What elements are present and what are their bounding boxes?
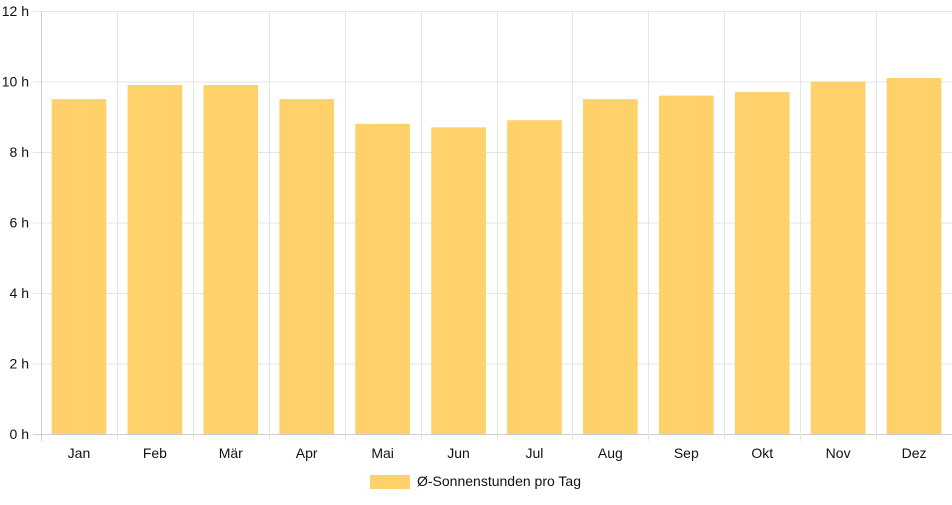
bar-mär [203, 85, 259, 435]
x-tick-label: Aug [598, 445, 623, 461]
legend-swatch [370, 475, 410, 489]
x-tick-label: Jul [526, 445, 544, 461]
bar-mai [355, 123, 410, 435]
bar-nov [810, 81, 866, 434]
bar-dez [886, 77, 942, 434]
y-tick-label: 2 h [10, 356, 29, 372]
bar-feb [127, 85, 183, 435]
y-tick-label: 10 h [2, 74, 29, 90]
bar-sep [658, 95, 714, 434]
bar-aug [583, 99, 638, 434]
x-tick-label: Jan [68, 445, 91, 461]
x-tick-label: Feb [143, 445, 167, 461]
x-tick-label: Mär [219, 445, 243, 461]
bar-jan [51, 99, 107, 434]
bar-jun [431, 127, 486, 434]
y-tick-label: 4 h [10, 285, 29, 301]
y-tick-label: 6 h [10, 215, 29, 231]
x-tick-label: Jun [447, 445, 470, 461]
legend-label: Ø-Sonnenstunden pro Tag [417, 473, 581, 489]
bar-apr [279, 99, 335, 434]
y-tick-label: 8 h [10, 144, 29, 160]
grid-layer [33, 11, 952, 441]
x-tick-label: Sep [674, 445, 699, 461]
y-tick-label: 0 h [10, 426, 29, 442]
bar-okt [734, 92, 790, 434]
bar-jul [507, 120, 562, 435]
x-tick-label: Dez [902, 445, 927, 461]
y-tick-label: 12 h [2, 3, 29, 19]
bar-layer [51, 77, 942, 435]
axis-layer: 0 h 2 h 4 h 6 h 8 h 10 h 12 h Jan Feb Mär Apr Mai Ju… [2, 3, 927, 461]
x-tick-label: Apr [296, 445, 318, 461]
x-tick-label: Nov [826, 445, 851, 461]
x-tick-label: Mai [371, 445, 394, 461]
legend: Ø-Sonnenstunden pro Tag [370, 473, 581, 489]
x-tick-label: Okt [751, 445, 773, 461]
